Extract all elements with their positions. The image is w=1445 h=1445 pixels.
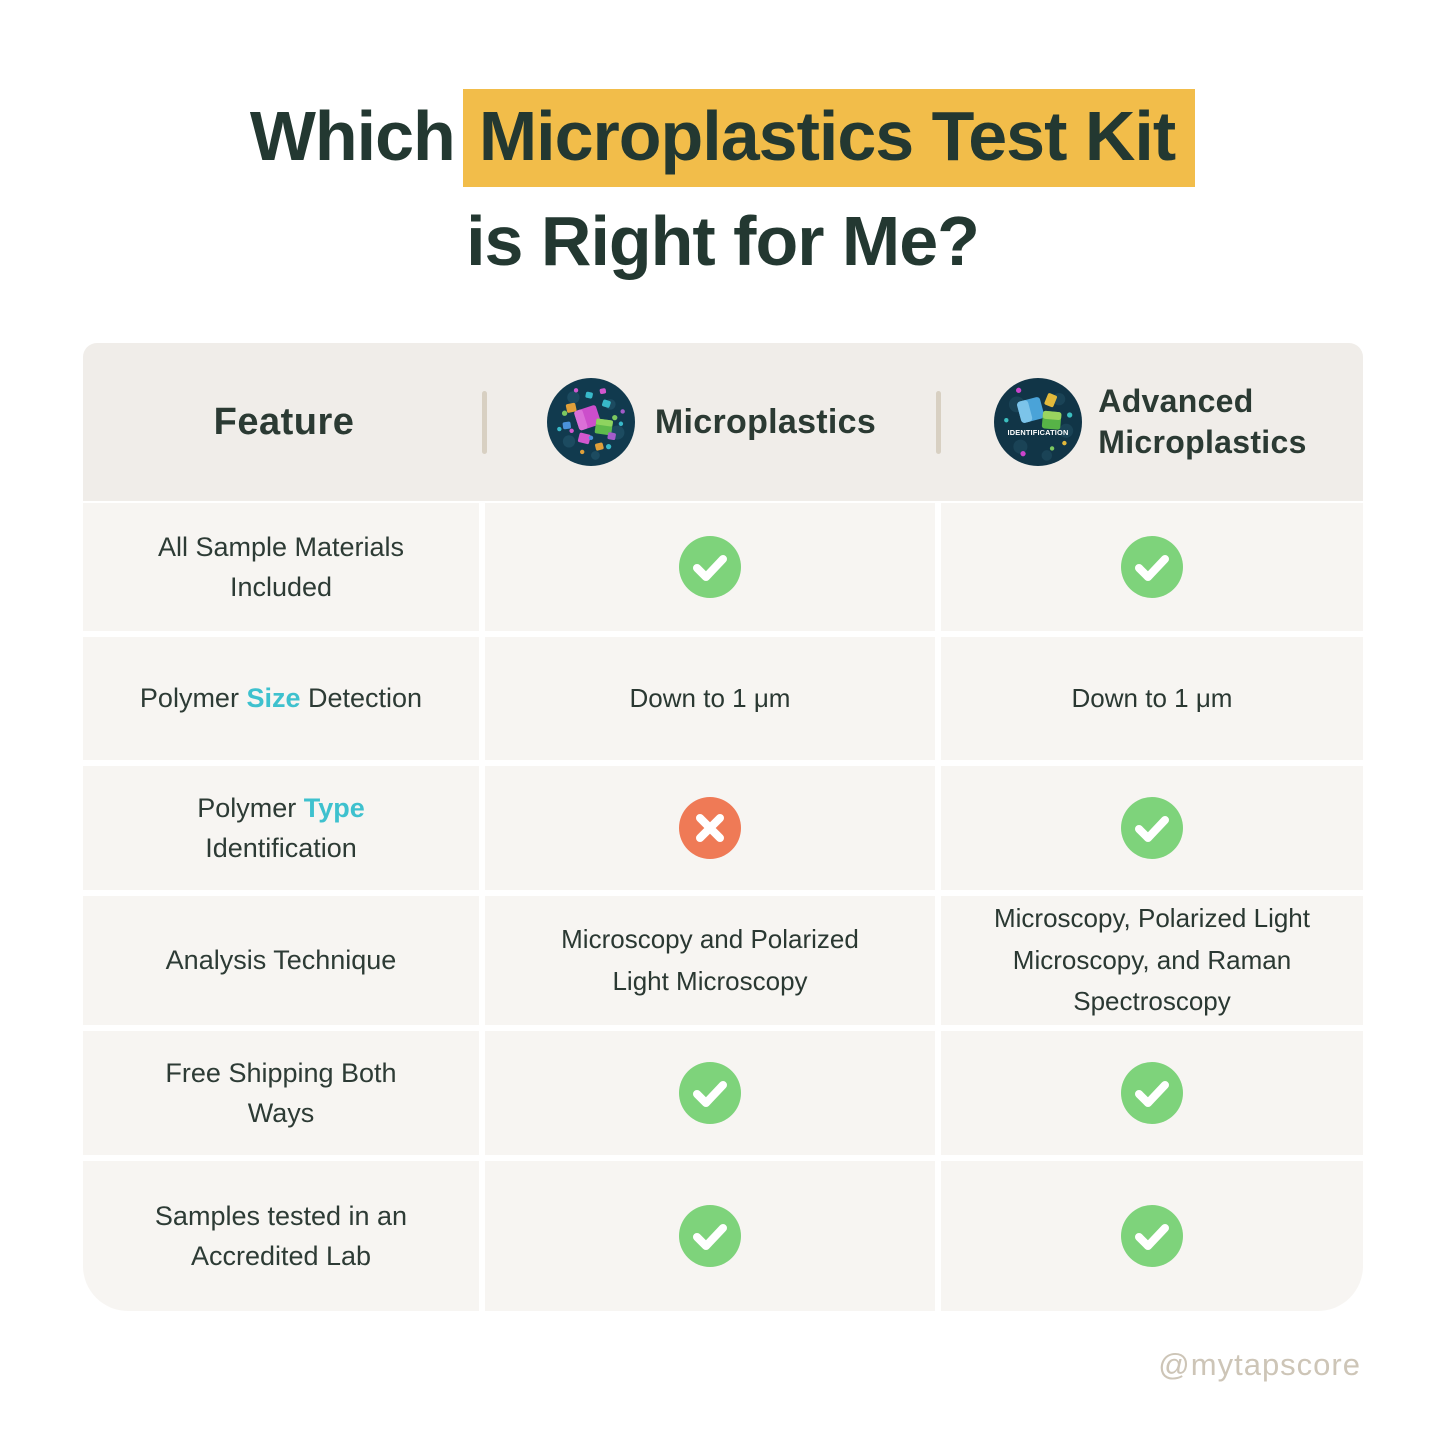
advanced-header-label: Advanced Microplastics — [1098, 383, 1307, 460]
value-cell-text: Down to 1 μm — [941, 637, 1363, 760]
title-highlight: Microplastics Test Kit — [462, 89, 1196, 187]
feature-cell: Analysis Technique — [83, 896, 479, 1025]
value-cell-check — [941, 1161, 1363, 1311]
value-cell-text: Down to 1 μm — [485, 637, 935, 760]
header-divider — [482, 391, 487, 454]
comparison-table: Feature — [83, 343, 1363, 1311]
feature-cell: Polymer Size Detection — [83, 637, 479, 760]
microplastics-badge-icon — [546, 378, 635, 466]
watermark-handle: @mytapscore — [1158, 1347, 1361, 1382]
check-icon — [679, 1062, 741, 1124]
value-cell-cross — [485, 766, 935, 890]
check-icon — [1121, 797, 1183, 859]
value-cell-check — [485, 1031, 935, 1155]
feature-cell: All Sample Materials Included — [83, 503, 479, 631]
check-icon — [679, 536, 741, 598]
page-title: Which Microplastics Test Kit is Right for… — [0, 84, 1445, 294]
check-icon — [679, 1205, 741, 1267]
identification-badge-text: IDENTIFICATION — [1008, 428, 1069, 437]
advanced-microplastics-badge-icon: IDENTIFICATION — [994, 378, 1083, 466]
header-divider — [936, 391, 941, 454]
value-cell-check — [485, 1161, 935, 1311]
value-cell-check — [941, 503, 1363, 631]
feature-cell: Polymer Type Identification — [83, 766, 479, 890]
value-cell-check — [941, 766, 1363, 890]
header-advanced-column: IDENTIFICATION Advanced Microplastics — [938, 378, 1363, 466]
value-cell-check — [485, 503, 935, 631]
feature-cell: Samples tested in an Accredited Lab — [83, 1161, 479, 1311]
title-line2: is Right for Me? — [466, 202, 980, 280]
check-icon — [1121, 536, 1183, 598]
feature-header-label: Feature — [213, 400, 355, 443]
table-body: All Sample Materials Included Polymer Si… — [83, 503, 1363, 1311]
value-cell-text: Microscopy and Polarized Light Microscop… — [485, 896, 935, 1025]
value-cell-check — [941, 1031, 1363, 1155]
cross-icon — [679, 797, 741, 859]
feature-cell: Free Shipping Both Ways — [83, 1031, 479, 1155]
microplastics-header-label: Microplastics — [654, 402, 877, 441]
check-icon — [1121, 1062, 1183, 1124]
value-cell-text: Microscopy, Polarized Light Microscopy, … — [941, 896, 1363, 1025]
check-icon — [1121, 1205, 1183, 1267]
title-prefix: Which — [249, 97, 456, 175]
table-header: Feature — [83, 343, 1363, 501]
header-feature-column: Feature — [83, 401, 485, 444]
header-microplastics-column: Microplastics — [485, 378, 938, 466]
